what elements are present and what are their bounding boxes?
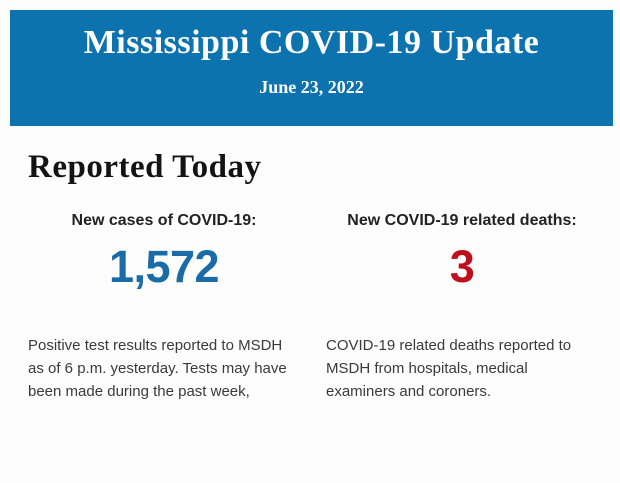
new-cases-value: 1,572 bbox=[108, 241, 220, 292]
new-cases-label: New cases of COVID-19: bbox=[71, 212, 257, 229]
new-deaths-stat: New COVID-19 related deaths: 3 COVID-19 … bbox=[326, 211, 598, 403]
new-deaths-label: New COVID-19 related deaths: bbox=[347, 212, 577, 229]
reported-today-section: Reported Today New cases of COVID-19: 1,… bbox=[0, 147, 620, 403]
report-date: June 23, 2022 bbox=[259, 77, 364, 97]
new-cases-stat: New cases of COVID-19: 1,572 Positive te… bbox=[28, 211, 300, 403]
new-deaths-description: COVID-19 related deaths reported to MSDH… bbox=[326, 337, 572, 400]
new-cases-description: Positive test results reported to MSDH a… bbox=[28, 337, 287, 400]
page-title: Mississippi COVID-19 Update bbox=[83, 24, 540, 61]
header-banner: Mississippi COVID-19 Update June 23, 202… bbox=[10, 10, 613, 126]
new-deaths-value: 3 bbox=[449, 241, 475, 292]
section-title: Reported Today bbox=[28, 149, 262, 185]
stats-row: New cases of COVID-19: 1,572 Positive te… bbox=[0, 211, 620, 403]
